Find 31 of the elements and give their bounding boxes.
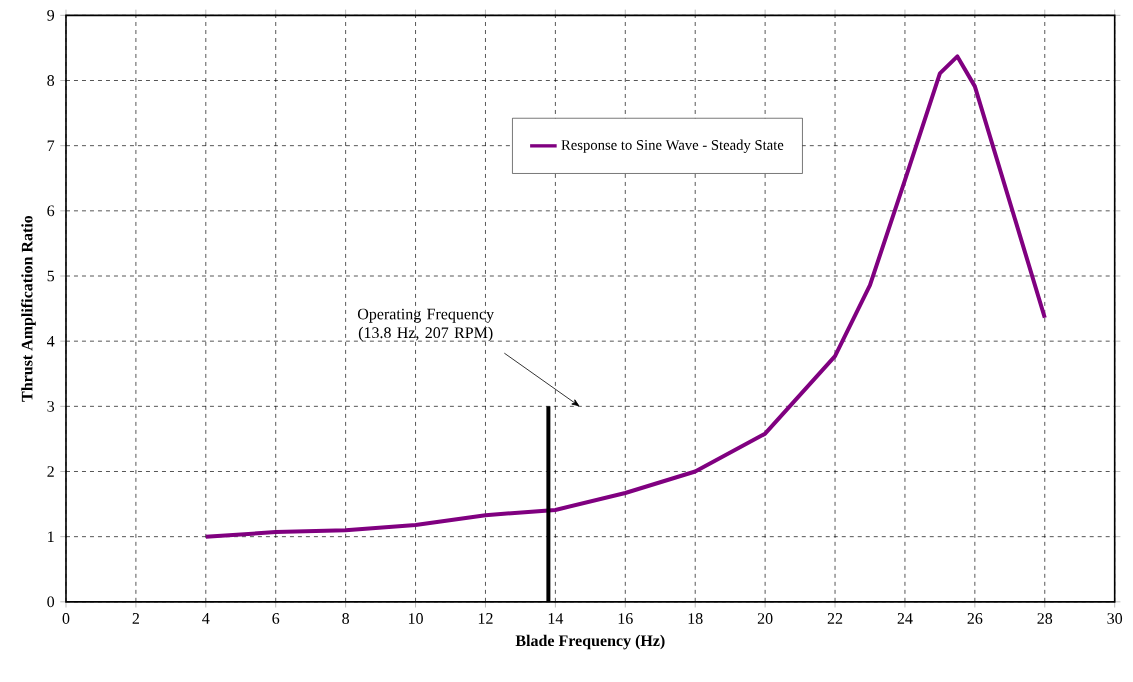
x-tick-label: 4 [202, 612, 210, 624]
x-tick-label: 6 [272, 612, 280, 624]
x-tick-label: 30 [1107, 612, 1123, 624]
y-tick-label: 3 [47, 400, 55, 412]
x-axis-title: Blade Frequency (Hz) [515, 634, 665, 650]
y-tick-label: 4 [47, 335, 55, 347]
x-tick-label: 18 [688, 612, 703, 624]
x-tick-label: 26 [967, 612, 983, 624]
x-tick-label: 0 [62, 612, 70, 624]
legend-label: Response to Sine Wave - Steady State [561, 139, 784, 153]
y-tick-label: 8 [47, 74, 55, 86]
y-tick-label: 9 [47, 9, 55, 21]
y-tick-label: 7 [47, 140, 55, 151]
annotation: Operating Frequency (13.8 Hz, 207 RPM) [357, 308, 495, 342]
x-tick-label: 20 [757, 612, 773, 624]
x-tick-label: 2 [132, 612, 140, 624]
x-tick-label: 28 [1037, 612, 1053, 624]
x-tick-label: 10 [408, 612, 423, 624]
y-tick-label: 0 [47, 596, 55, 607]
line-series [203, 54, 1047, 539]
x-tick-label: 16 [618, 612, 633, 624]
y-axis-title: Thrust Amplification Ratio [21, 215, 36, 402]
x-tick-label: 8 [342, 612, 350, 624]
y-tick-label: 5 [47, 270, 55, 282]
y-tick-label: 1 [48, 531, 54, 542]
y-tick-label: 2 [47, 465, 54, 477]
x-tick-label: 24 [897, 612, 913, 624]
x-tick-label: 12 [478, 612, 493, 624]
x-tick-label: 22 [827, 612, 843, 624]
y-tick-label: 6 [47, 205, 55, 216]
x-tick-label: 14 [548, 612, 564, 624]
